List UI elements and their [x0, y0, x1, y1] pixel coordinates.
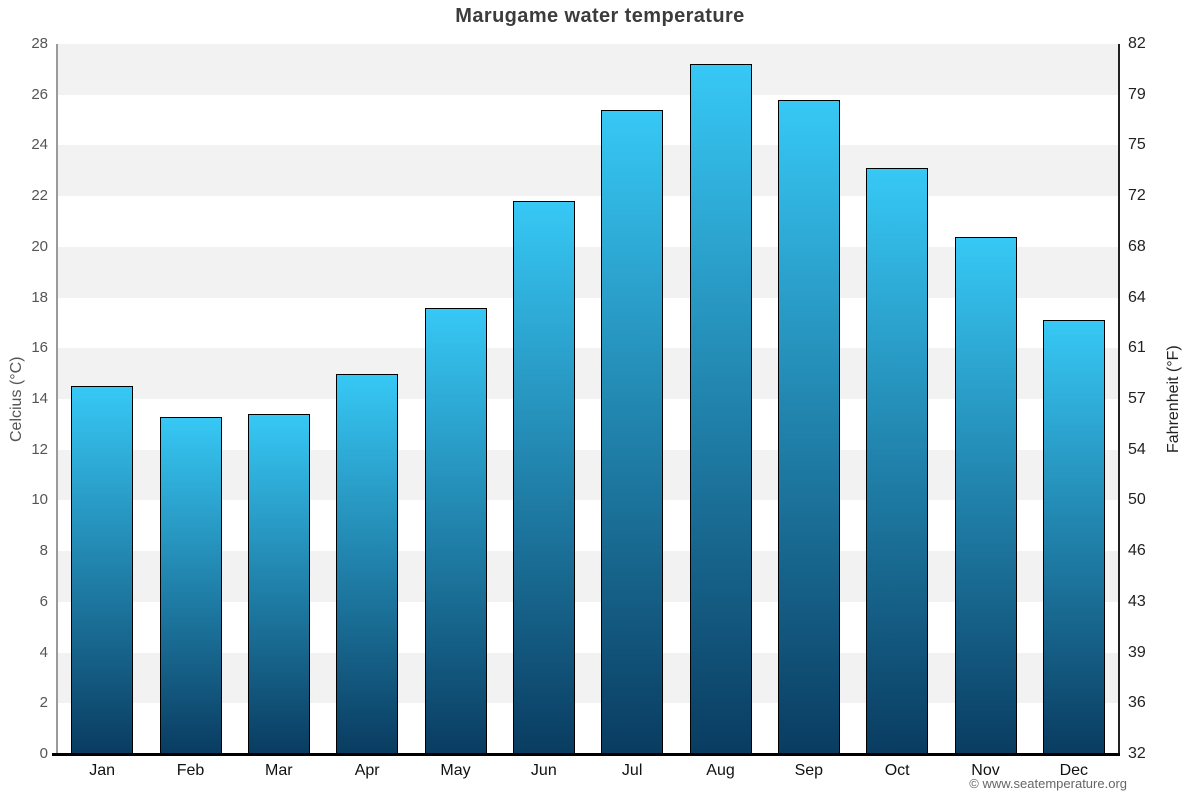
celsius-axis-title: Celcius (°C)	[8, 356, 25, 442]
plot-band	[58, 551, 1118, 602]
celsius-axis-line	[56, 44, 58, 754]
x-axis-line	[52, 753, 1120, 756]
fahrenheit-tick-39: 39	[1128, 643, 1146, 661]
fahrenheit-tick-54: 54	[1128, 440, 1146, 458]
fahrenheit-tick-43: 43	[1128, 592, 1146, 610]
plot-band	[58, 297, 1118, 349]
x-tick-oct: Oct	[884, 762, 910, 779]
fahrenheit-tick-50: 50	[1128, 491, 1146, 509]
plot-band	[58, 399, 1118, 450]
x-tick-may: May	[440, 762, 471, 779]
bar-jun[interactable]	[512, 201, 575, 754]
plot-band	[58, 703, 1118, 754]
plot-band	[58, 652, 1118, 704]
plot-band	[58, 246, 1118, 298]
celsius-tick-8: 8	[39, 542, 48, 560]
fahrenheit-tick-75: 75	[1128, 136, 1146, 154]
x-tick-feb: Feb	[176, 762, 205, 779]
celsius-tick-6: 6	[39, 592, 48, 610]
bar-feb[interactable]	[159, 416, 222, 754]
bar-aug[interactable]	[689, 64, 752, 754]
celsius-tick-22: 22	[31, 187, 48, 205]
x-tick-jun: Jun	[530, 762, 557, 779]
fahrenheit-tick-46: 46	[1128, 542, 1146, 560]
celsius-tick-20: 20	[31, 237, 48, 255]
fahrenheit-tick-79: 79	[1128, 85, 1146, 103]
celsius-tick-14: 14	[31, 390, 48, 407]
celsius-tick-28: 28	[31, 35, 48, 52]
bar-mar[interactable]	[247, 414, 310, 754]
celsius-tick-2: 2	[39, 694, 48, 712]
fahrenheit-tick-64: 64	[1128, 288, 1146, 306]
x-tick-apr: Apr	[354, 762, 380, 779]
fahrenheit-axis-line	[1118, 44, 1120, 754]
x-tick-jan: Jan	[89, 762, 116, 779]
fahrenheit-tick-57: 57	[1128, 390, 1146, 407]
fahrenheit-tick-61: 61	[1128, 339, 1146, 357]
fahrenheit-tick-72: 72	[1128, 187, 1146, 205]
plot-band	[58, 145, 1118, 197]
x-tick-jul: Jul	[621, 762, 643, 779]
chart-title: Marugame water temperature	[455, 5, 745, 27]
copyright-text: © www.seatemperature.org	[969, 776, 1127, 791]
bar-oct[interactable]	[866, 168, 929, 754]
fahrenheit-tick-68: 68	[1128, 237, 1146, 255]
celsius-tick-24: 24	[31, 136, 48, 154]
x-tick-nov: Nov	[971, 762, 1000, 779]
bar-may[interactable]	[424, 307, 487, 754]
bar-nov[interactable]	[954, 236, 1017, 754]
plot-band	[58, 348, 1118, 399]
celsius-tick-18: 18	[31, 288, 48, 306]
bar-apr[interactable]	[336, 373, 399, 754]
fahrenheit-tick-32: 32	[1128, 745, 1146, 762]
bar-jan[interactable]	[71, 386, 134, 754]
x-tick-dec: Dec	[1059, 762, 1089, 779]
celsius-tick-0: 0	[39, 745, 48, 762]
x-tick-sep: Sep	[794, 762, 824, 779]
fahrenheit-axis-title: Fahrenheit (°F)	[1165, 345, 1182, 453]
x-tick-mar: Mar	[265, 762, 293, 779]
plot-band	[58, 449, 1118, 501]
plot-band	[58, 94, 1118, 146]
celsius-tick-10: 10	[31, 491, 48, 509]
celsius-tick-26: 26	[31, 85, 48, 103]
celsius-tick-16: 16	[31, 339, 48, 357]
plot-area	[58, 44, 1118, 754]
x-tick-aug: Aug	[706, 762, 735, 779]
bar-jul[interactable]	[601, 109, 664, 754]
bar-sep[interactable]	[777, 99, 840, 754]
plot-band	[58, 601, 1118, 653]
fahrenheit-tick-36: 36	[1128, 694, 1146, 712]
plot-band	[58, 500, 1118, 552]
plot-band	[58, 196, 1118, 247]
fahrenheit-tick-82: 82	[1128, 35, 1146, 52]
celsius-tick-4: 4	[39, 643, 48, 661]
bar-dec[interactable]	[1042, 320, 1105, 754]
plot-band	[58, 44, 1118, 95]
celsius-tick-12: 12	[31, 440, 48, 458]
